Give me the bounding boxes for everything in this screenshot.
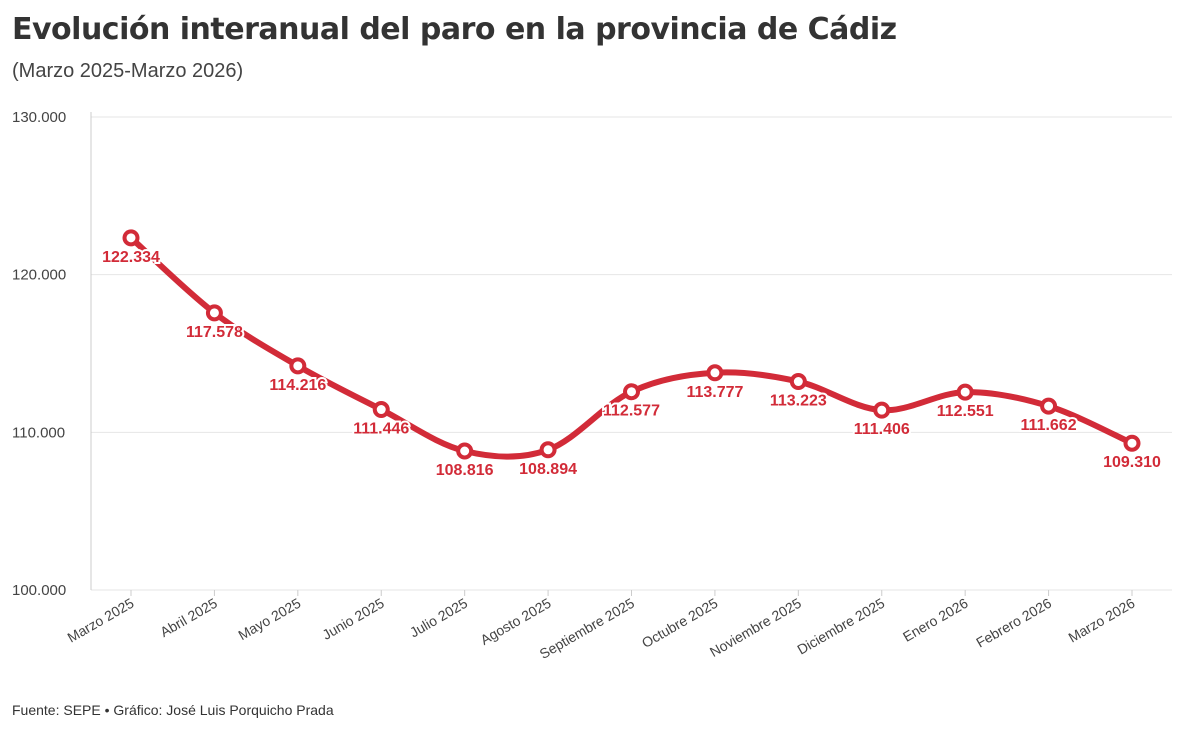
x-tick-label: Mayo 2025 — [235, 595, 303, 644]
y-tick-label: 120.000 — [12, 267, 66, 284]
data-point — [873, 401, 891, 419]
data-label: 109.310 — [1103, 454, 1161, 471]
data-point — [456, 442, 474, 460]
data-label: 111.662 — [1021, 417, 1077, 434]
x-tick-label: Febrero 2026 — [973, 595, 1054, 651]
data-point — [539, 441, 557, 459]
data-point — [623, 383, 640, 401]
x-tick-label: Marzo 2025 — [64, 595, 136, 646]
data-point — [706, 364, 724, 382]
y-tick-label: 130.000 — [12, 109, 66, 126]
x-tick-label: Junio 2025 — [319, 595, 387, 643]
x-tick-label: Septiembre 2025 — [537, 595, 638, 662]
data-label: 112.551 — [937, 403, 994, 420]
x-tick-label: Noviembre 2025 — [707, 595, 804, 660]
x-tick-label: Abril 2025 — [157, 595, 220, 640]
x-tick-label: Enero 2026 — [900, 595, 971, 645]
y-tick-label: 110.000 — [12, 424, 65, 441]
data-label: 117.578 — [186, 324, 243, 341]
data-label: 113.223 — [770, 393, 827, 410]
series-line — [128, 234, 1135, 460]
x-tick-label: Octubre 2025 — [639, 595, 721, 651]
chart-title: Evolución interanual del paro en la prov… — [12, 12, 897, 47]
x-tick-label: Marzo 2026 — [1065, 595, 1137, 646]
data-label: 114.216 — [269, 377, 326, 394]
data-point — [372, 401, 390, 419]
data-label: 108.894 — [519, 461, 577, 478]
data-label: 111.446 — [353, 421, 409, 438]
data-point — [289, 357, 307, 375]
source-note: Fuente: SEPE • Gráfico: José Luis Porqui… — [12, 702, 334, 718]
data-point — [122, 229, 140, 247]
y-tick-label: 100.000 — [12, 582, 66, 599]
data-label: 113.777 — [686, 384, 743, 401]
data-point — [1040, 397, 1058, 415]
data-label: 111.406 — [854, 421, 910, 438]
x-tick-label: Julio 2025 — [407, 595, 470, 641]
data-point — [1123, 434, 1141, 452]
data-point — [789, 373, 807, 391]
data-label: 108.816 — [436, 462, 494, 479]
data-point — [205, 304, 223, 322]
data-label: 112.577 — [603, 403, 660, 420]
data-point — [956, 383, 974, 401]
chart-subtitle: (Marzo 2025-Marzo 2026) — [12, 60, 244, 82]
x-tick-label: Agosto 2025 — [477, 595, 553, 648]
x-tick-label: Diciembre 2025 — [794, 595, 887, 658]
data-label: 122.334 — [102, 249, 160, 266]
